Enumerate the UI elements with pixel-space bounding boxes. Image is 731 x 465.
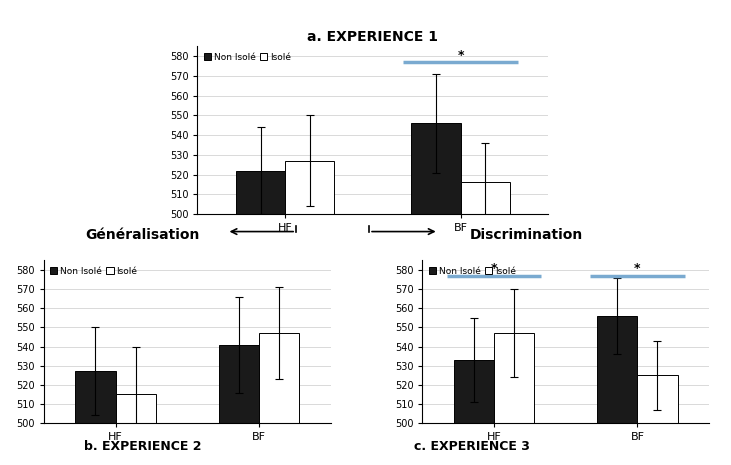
Bar	[461, 182, 510, 214]
Legend: Non Isolé, Isolé: Non Isolé, Isolé	[427, 265, 518, 278]
Text: *: *	[491, 262, 497, 275]
Text: b. EXPERIENCE 2: b. EXPERIENCE 2	[84, 440, 201, 453]
Bar	[115, 394, 156, 423]
Text: *: *	[458, 49, 463, 62]
Bar	[259, 333, 299, 423]
Bar	[597, 316, 637, 423]
Text: c. EXPERIENCE 3: c. EXPERIENCE 3	[414, 440, 529, 453]
Bar	[637, 375, 678, 423]
Text: *: *	[634, 262, 640, 275]
Bar	[412, 123, 461, 214]
Legend: Non Isolé, Isolé: Non Isolé, Isolé	[48, 265, 139, 278]
Bar	[285, 161, 334, 214]
Text: Discrimination: Discrimination	[470, 228, 583, 242]
Bar	[494, 333, 534, 423]
Title: a. EXPERIENCE 1: a. EXPERIENCE 1	[307, 30, 439, 44]
Bar	[236, 171, 285, 214]
Bar	[219, 345, 259, 423]
Text: Généralisation: Généralisation	[86, 228, 200, 242]
Bar	[454, 360, 494, 423]
Legend: Non Isolé, Isolé: Non Isolé, Isolé	[202, 51, 292, 64]
Bar	[75, 372, 115, 423]
